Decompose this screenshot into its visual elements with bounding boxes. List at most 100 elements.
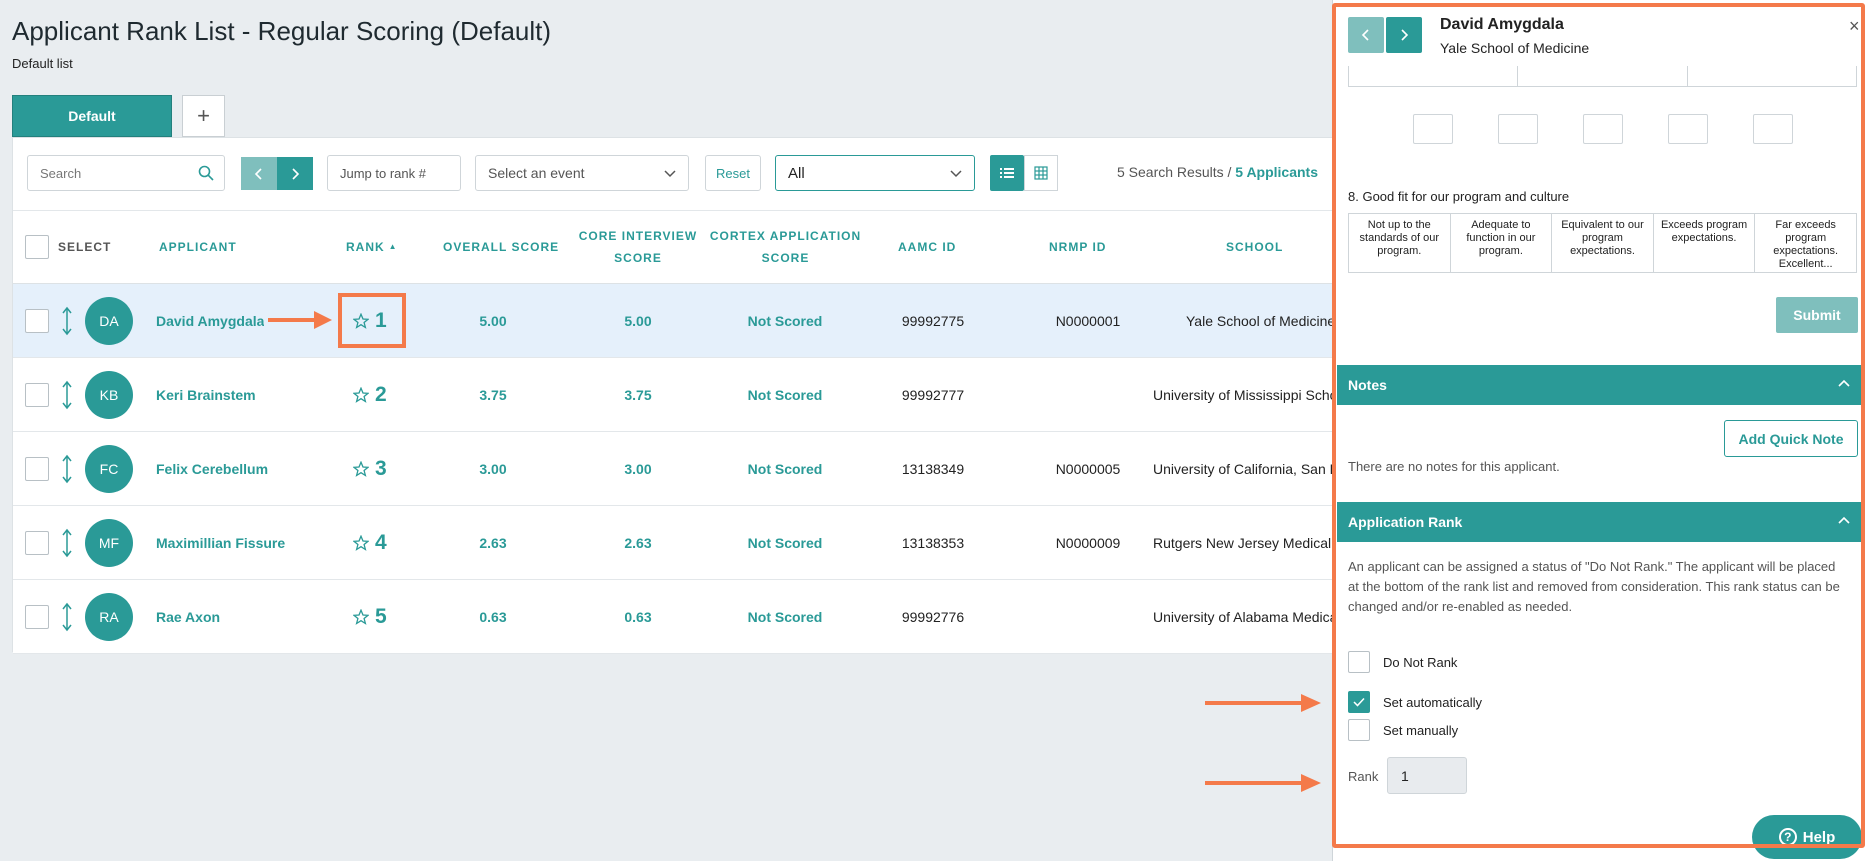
score-box[interactable]: [1753, 114, 1793, 144]
applicant-name-link[interactable]: David Amygdala: [156, 313, 265, 329]
cortex-application-score: Not Scored: [747, 535, 823, 551]
overall-score: 0.63: [479, 609, 507, 625]
row-checkbox[interactable]: [25, 457, 49, 481]
grid-view-button[interactable]: [1024, 155, 1058, 191]
overall-score: 3.75: [479, 387, 507, 403]
scale-option[interactable]: Far exceeds program expectations. Excell…: [1773, 219, 1839, 270]
star-icon[interactable]: [353, 535, 369, 551]
header-nrmp-id[interactable]: NRMP ID: [1049, 240, 1107, 254]
row-checkbox[interactable]: [25, 605, 49, 629]
score-box[interactable]: [1583, 114, 1623, 144]
reset-button[interactable]: Reset: [705, 155, 761, 191]
rank-cell: 1: [353, 284, 387, 358]
search-placeholder: Search: [40, 165, 82, 181]
drag-handle-icon[interactable]: [61, 380, 73, 410]
list-view-button[interactable]: [990, 155, 1024, 191]
do-not-rank-checkbox[interactable]: [1348, 651, 1370, 673]
table-row[interactable]: DA David Amygdala 1 5.00 5.00 Not Scored 99992…: [13, 284, 1341, 358]
header-cortex-line2: SCORE: [761, 251, 810, 265]
add-tab-button[interactable]: +: [182, 95, 225, 137]
search-icon[interactable]: [198, 165, 214, 181]
score-box[interactable]: [1498, 114, 1538, 144]
star-icon[interactable]: [353, 609, 369, 625]
next-applicant-button[interactable]: [1386, 17, 1422, 53]
header-applicant[interactable]: APPLICANT: [159, 240, 237, 254]
score-box[interactable]: [1668, 114, 1708, 144]
submit-button[interactable]: Submit: [1776, 297, 1858, 333]
applicants-count: 5 Applicants: [1235, 164, 1319, 180]
header-overall-score[interactable]: OVERALL SCORE: [443, 240, 560, 254]
tab-default[interactable]: Default: [12, 95, 172, 137]
set-manually-checkbox[interactable]: [1348, 719, 1370, 741]
drag-handle-icon[interactable]: [61, 528, 73, 558]
applicant-name-link[interactable]: Felix Cerebellum: [156, 461, 269, 477]
aamc-id: 99992777: [901, 387, 965, 403]
drawer-applicant-name: David Amygdala: [1440, 16, 1564, 33]
event-select[interactable]: Select an event: [475, 155, 689, 191]
star-icon[interactable]: [353, 387, 369, 403]
applicant-name-link[interactable]: Maximillian Fissure: [156, 535, 286, 551]
row-checkbox[interactable]: [25, 531, 49, 555]
set-automatically-checkbox[interactable]: [1348, 691, 1370, 713]
scale-option[interactable]: Exceeds program expectations.: [1654, 214, 1756, 272]
overall-score: 2.63: [479, 535, 507, 551]
header-aamc-id[interactable]: AAMC ID: [898, 240, 957, 254]
star-icon[interactable]: [353, 461, 369, 477]
nrmp-id: N0000001: [1055, 313, 1121, 329]
rank-cell: 5: [353, 580, 387, 654]
set-manually-option[interactable]: Set manually: [1348, 718, 1458, 742]
score-box[interactable]: [1413, 114, 1453, 144]
scale-option[interactable]: Not up to the standards of our program.: [1349, 214, 1451, 272]
toolbar: Search Jump to rank # Select an event Re…: [13, 138, 1341, 210]
star-icon[interactable]: [353, 313, 369, 329]
school-name: University of California, San Diego: [1153, 461, 1343, 477]
scale-option[interactable]: Adequate to function in our program.: [1451, 214, 1553, 272]
header-cortex-score[interactable]: CORTEX APPLICATION SCORE: [703, 225, 868, 269]
select-all-checkbox[interactable]: [25, 235, 49, 259]
help-button[interactable]: ? Help: [1752, 815, 1862, 859]
table-row[interactable]: MF Maximillian Fissure 4 2.63 2.63 Not Scored…: [13, 506, 1343, 580]
jump-to-rank-input[interactable]: Jump to rank #: [327, 155, 461, 191]
row-checkbox[interactable]: [25, 383, 49, 407]
overall-score: 5.00: [479, 313, 507, 329]
drag-handle-icon[interactable]: [61, 454, 73, 484]
prev-page-button[interactable]: [241, 157, 277, 190]
school-name: Yale School of Medicine: [1186, 313, 1336, 329]
header-rank[interactable]: RANK ▲: [346, 236, 398, 258]
header-core-line2: SCORE: [614, 251, 662, 265]
close-icon[interactable]: ×: [1849, 16, 1860, 36]
applicant-name-link[interactable]: Keri Brainstem: [156, 387, 256, 403]
next-page-button[interactable]: [277, 157, 313, 190]
table-row[interactable]: FC Felix Cerebellum 3 3.00 3.00 Not Scored 131…: [13, 432, 1343, 506]
rank-field-label: Rank: [1348, 769, 1379, 784]
previous-question-scale: [1348, 66, 1857, 87]
do-not-rank-option[interactable]: Do Not Rank: [1348, 650, 1457, 674]
drag-handle-icon[interactable]: [61, 306, 73, 336]
drawer-applicant-school: Yale School of Medicine: [1440, 40, 1590, 56]
filter-select[interactable]: All: [775, 155, 975, 191]
rank-list-panel: Search Jump to rank # Select an event Re…: [12, 137, 1343, 654]
add-quick-note-button[interactable]: Add Quick Note: [1724, 420, 1858, 457]
search-input[interactable]: Search: [27, 155, 225, 191]
do-not-rank-label: Do Not Rank: [1383, 654, 1458, 670]
table-row[interactable]: RA Rae Axon 5 0.63 0.63 Not Scored 99992776 Uni…: [13, 580, 1343, 654]
scale-option[interactable]: Equivalent to our program expectations.: [1552, 214, 1654, 272]
header-rank-label: RANK: [346, 240, 385, 254]
check-icon: [1353, 697, 1365, 707]
nrmp-id: [1033, 580, 1143, 654]
row-checkbox[interactable]: [25, 309, 49, 333]
application-rank-section-header[interactable]: Application Rank: [1337, 502, 1865, 542]
overall-score: 3.00: [479, 461, 507, 477]
set-automatically-option[interactable]: Set automatically: [1348, 690, 1482, 714]
rank-field[interactable]: 1: [1387, 757, 1467, 794]
drag-handle-icon[interactable]: [61, 602, 73, 632]
header-core-interview[interactable]: CORE INTERVIEW SCORE: [573, 225, 703, 269]
header-school[interactable]: SCHOOL: [1226, 240, 1284, 254]
core-interview-score: 3.00: [624, 461, 652, 477]
avatar: MF: [85, 519, 133, 567]
applicant-name-link[interactable]: Rae Axon: [156, 609, 221, 625]
prev-applicant-button[interactable]: [1348, 17, 1384, 53]
header-core-line1: CORE INTERVIEW: [578, 229, 698, 243]
table-row[interactable]: KB Keri Brainstem 2 3.75 3.75 Not Scored 99992…: [13, 358, 1343, 432]
notes-section-header[interactable]: Notes: [1337, 365, 1865, 405]
